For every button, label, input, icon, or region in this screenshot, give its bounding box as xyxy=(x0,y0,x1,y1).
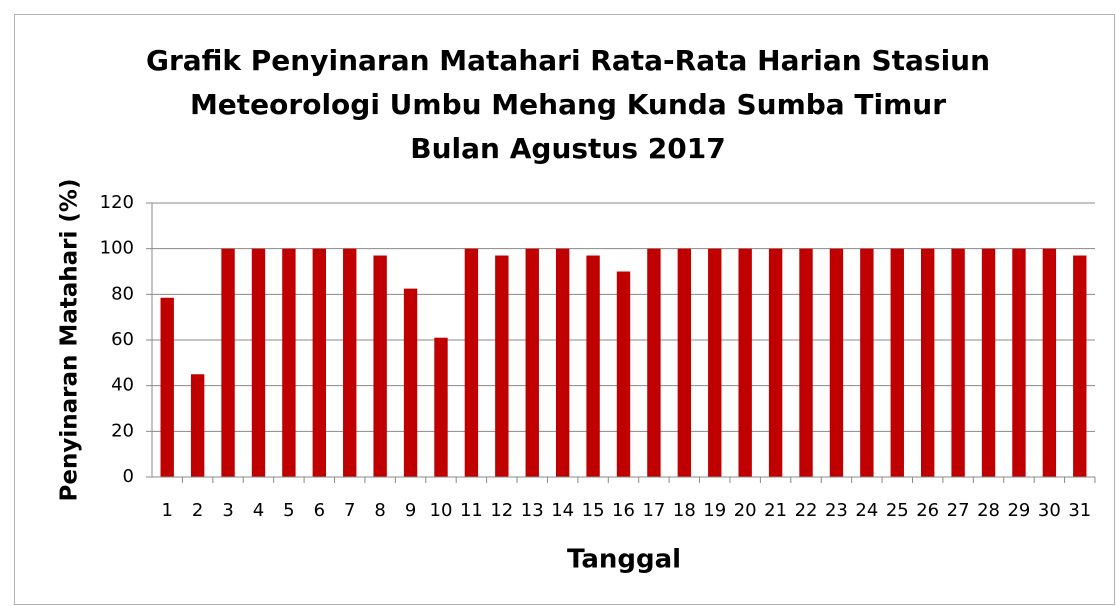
x-tick-label: 11 xyxy=(460,500,483,521)
x-tick-label: 1 xyxy=(161,500,172,521)
x-tick-label: 22 xyxy=(795,500,818,521)
bar xyxy=(464,248,479,477)
x-tick-label: 3 xyxy=(222,500,233,521)
x-tick-label: 19 xyxy=(703,500,726,521)
y-tick-label: 100 xyxy=(100,238,134,259)
bar xyxy=(1012,248,1026,477)
bar xyxy=(951,248,965,477)
bar xyxy=(768,248,783,477)
bar xyxy=(555,248,570,477)
x-tick-label: 27 xyxy=(947,500,970,521)
bar xyxy=(738,248,752,477)
bar xyxy=(1042,248,1057,477)
bar xyxy=(586,255,600,477)
bar xyxy=(282,248,296,477)
x-tick-label: 8 xyxy=(374,500,385,521)
x-axis-title: Tanggal xyxy=(567,545,681,575)
y-tick-label: 0 xyxy=(123,466,134,487)
bar xyxy=(860,248,874,477)
bar xyxy=(890,248,904,477)
x-tick-label: 2 xyxy=(192,500,203,521)
bar xyxy=(981,248,996,477)
bar xyxy=(434,337,448,477)
chart-title: Bulan Agustus 2017 xyxy=(410,132,725,165)
y-tick-label: 40 xyxy=(111,375,134,396)
x-tick-label: 30 xyxy=(1038,500,1061,521)
bar xyxy=(799,248,813,477)
chart-title: Meteorologi Umbu Mehang Kunda Sumba Timu… xyxy=(190,88,946,121)
bar xyxy=(221,248,235,477)
x-tick-label: 6 xyxy=(314,500,325,521)
bar xyxy=(190,374,205,477)
x-tick-label: 10 xyxy=(430,500,453,521)
bar xyxy=(708,248,722,477)
x-tick-label: 5 xyxy=(283,500,294,521)
x-tick-label: 26 xyxy=(916,500,939,521)
y-tick-label: 20 xyxy=(111,420,134,441)
x-tick-label: 12 xyxy=(490,500,513,521)
x-tick-label: 16 xyxy=(612,500,635,521)
bar xyxy=(1073,255,1087,477)
x-tick-label: 23 xyxy=(825,500,848,521)
bar xyxy=(677,248,692,477)
bar xyxy=(647,248,661,477)
bar xyxy=(373,255,387,477)
x-tick-label: 7 xyxy=(344,500,355,521)
x-tick-label: 21 xyxy=(764,500,787,521)
bar xyxy=(403,288,418,477)
x-tick-label: 25 xyxy=(886,500,909,521)
y-tick-label: 60 xyxy=(111,329,134,350)
bar xyxy=(160,297,174,477)
chart-title: Grafik Penyinaran Matahari Rata-Rata Har… xyxy=(146,44,990,77)
x-tick-label: 17 xyxy=(642,500,665,521)
x-tick-label: 18 xyxy=(673,500,696,521)
bar xyxy=(495,255,509,477)
bar xyxy=(312,248,326,477)
x-tick-label: 24 xyxy=(855,500,878,521)
x-tick-label: 29 xyxy=(1007,500,1030,521)
bar xyxy=(251,248,266,477)
y-tick-label: 80 xyxy=(111,283,134,304)
x-tick-label: 15 xyxy=(582,500,605,521)
x-tick-label: 14 xyxy=(551,500,574,521)
bar xyxy=(525,248,539,477)
bar xyxy=(829,248,844,477)
x-tick-label: 13 xyxy=(521,500,544,521)
x-tick-label: 4 xyxy=(253,500,264,521)
y-axis-title: Penyinaran Matahari (%) xyxy=(57,179,83,502)
x-tick-label: 28 xyxy=(977,500,1000,521)
bar xyxy=(343,248,357,477)
x-tick-label: 9 xyxy=(405,500,416,521)
y-tick-label: 120 xyxy=(100,192,134,213)
bar xyxy=(921,248,935,477)
bar xyxy=(616,271,631,477)
x-tick-label: 31 xyxy=(1068,500,1091,521)
x-tick-label: 20 xyxy=(734,500,757,521)
